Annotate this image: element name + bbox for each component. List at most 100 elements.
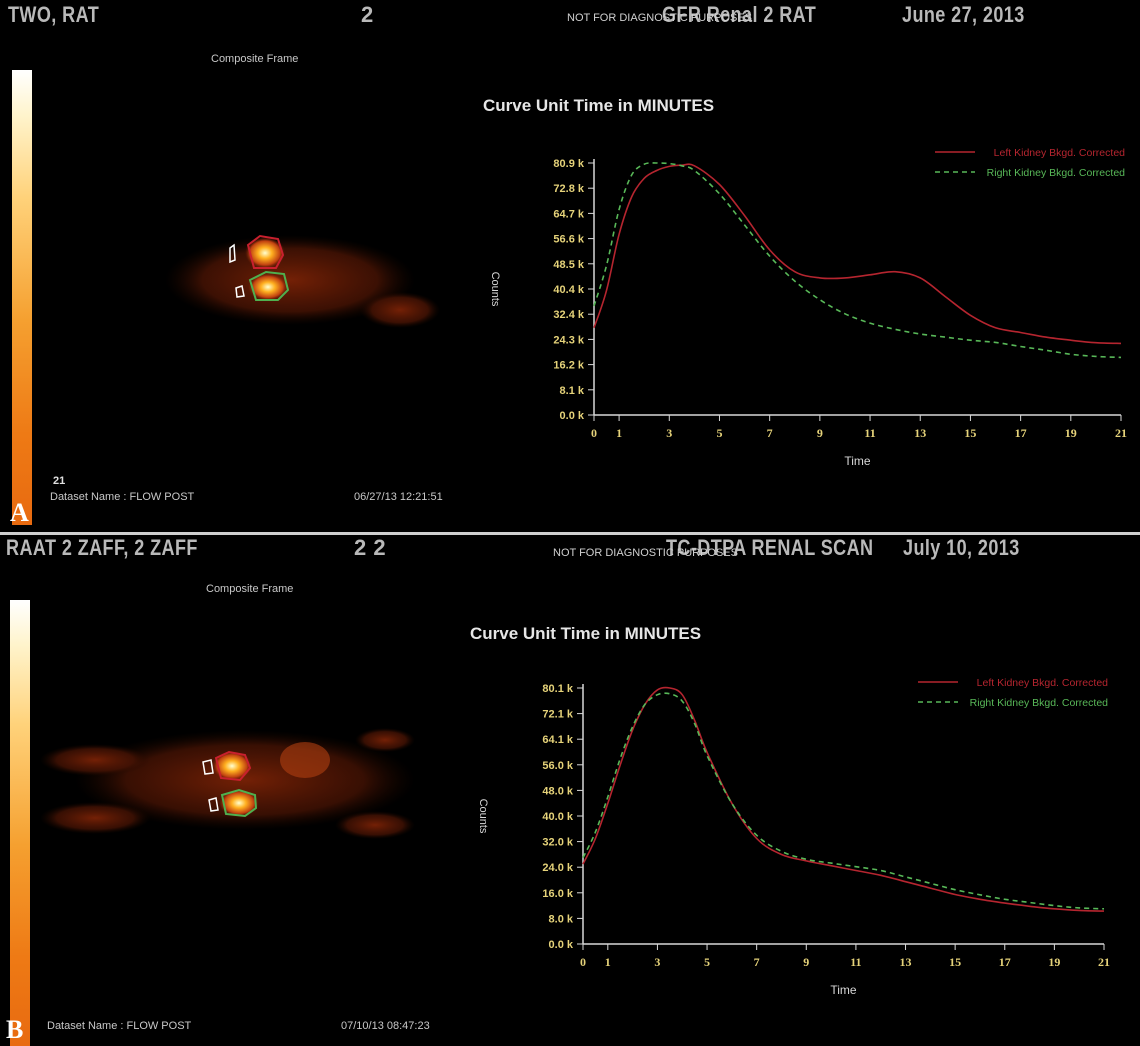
series-number: 2 xyxy=(361,2,374,27)
x-tick-label: 21 xyxy=(1115,426,1127,440)
y-tick-label: 8.1 k xyxy=(560,385,585,397)
y-tick-label: 64.1 k xyxy=(542,734,573,746)
legend-label: Left Kidney Bkgd. Corrected xyxy=(994,147,1125,159)
scan-image-b xyxy=(40,728,415,839)
acquisition-timestamp: 06/27/13 12:21:51 xyxy=(354,491,443,503)
x-tick-label: 9 xyxy=(803,955,809,969)
legend-label: Right Kidney Bkgd. Corrected xyxy=(970,697,1108,709)
series-left-kidney-line xyxy=(593,163,1122,345)
rat-limb-upper-right xyxy=(355,728,415,752)
x-tick-label: 11 xyxy=(850,955,861,969)
series-number: 2 2 xyxy=(354,535,387,560)
x-tick-label: 13 xyxy=(900,955,912,969)
rat-limb-lower-left xyxy=(40,802,150,834)
x-tick-label: 15 xyxy=(949,955,961,969)
panel-divider xyxy=(0,532,1140,535)
x-tick-label: 19 xyxy=(1048,955,1060,969)
y-tick-label: 32.4 k xyxy=(553,309,584,321)
y-tick-label: 16.2 k xyxy=(553,360,584,372)
background-roi-lower xyxy=(208,797,219,812)
x-tick-label: 0 xyxy=(580,955,586,969)
x-tick-label: 13 xyxy=(914,426,926,440)
y-tick-label: 0.0 k xyxy=(560,410,585,422)
right-kidney-roi xyxy=(248,270,290,301)
y-tick-label: 72.8 k xyxy=(553,183,584,195)
bladder-region xyxy=(280,742,330,778)
x-tick-label: 7 xyxy=(754,955,760,969)
composite-frame-label: Composite Frame xyxy=(211,53,299,65)
y-tick-label: 48.0 k xyxy=(542,785,573,797)
right-kidney-hotspot xyxy=(219,789,259,817)
study-name: GFR Renal 2 RAT xyxy=(662,2,817,27)
legend-label: Left Kidney Bkgd. Corrected xyxy=(977,677,1108,689)
rat-body xyxy=(75,730,415,830)
x-axis-label: Time xyxy=(844,454,871,468)
series-right-kidney-line xyxy=(582,692,1105,910)
x-tick-label: 17 xyxy=(1015,426,1027,440)
y-tick-label: 0.0 k xyxy=(549,939,574,951)
scan-image-a xyxy=(165,234,440,328)
background-roi-lower xyxy=(235,285,245,298)
x-tick-label: 11 xyxy=(864,426,875,440)
legend-label: Right Kidney Bkgd. Corrected xyxy=(987,167,1125,179)
x-tick-label: 17 xyxy=(999,955,1011,969)
y-axis-label: Counts xyxy=(489,272,501,307)
rat-body xyxy=(165,235,415,325)
patient-name: TWO, RAT xyxy=(8,2,100,27)
renogram-chart-a: 0.0 k 8.1 k 16.2 k 24.3 k 32.4 k 40.4 k 48.5 k… xyxy=(489,147,1127,468)
x-tick-label: 15 xyxy=(964,426,976,440)
y-tick-label: 64.7 k xyxy=(553,208,584,220)
study-name: TC-DTPA RENAL SCAN xyxy=(666,535,874,560)
not-for-diagnostic-notice: NOT FOR DIAGNOSTIC PURPOSES xyxy=(567,12,752,24)
series-left-kidney-line xyxy=(582,686,1105,912)
acquisition-timestamp: 07/10/13 08:47:23 xyxy=(341,1020,430,1032)
y-tick-label: 24.3 k xyxy=(553,334,584,346)
patient-name: RAAT 2 ZAFF, 2 ZAFF xyxy=(6,535,198,560)
x-tick-label: 19 xyxy=(1065,426,1077,440)
y-tick-label: 24.0 k xyxy=(542,862,573,874)
x-tick-label: 3 xyxy=(666,426,672,440)
y-tick-label: 72.1 k xyxy=(542,709,573,721)
y-tick-label: 16.0 k xyxy=(542,888,573,900)
panel-letter: A xyxy=(10,498,29,527)
x-tick-label: 21 xyxy=(1098,955,1110,969)
left-kidney-hotspot xyxy=(212,751,252,781)
dataset-name: Dataset Name : FLOW POST xyxy=(47,1020,192,1032)
composite-frame-label: Composite Frame xyxy=(206,583,294,595)
study-date: July 10, 2013 xyxy=(903,535,1020,560)
series-right-kidney-line xyxy=(593,162,1122,359)
y-tick-label: 56.0 k xyxy=(542,760,573,772)
x-tick-label: 1 xyxy=(616,426,622,440)
frame-number: 21 xyxy=(53,475,66,487)
rat-limb-lower-right xyxy=(335,811,415,839)
x-tick-label: 7 xyxy=(767,426,773,440)
y-tick-label: 80.1 k xyxy=(542,683,573,695)
x-tick-label: 0 xyxy=(591,426,597,440)
y-tick-label: 32.0 k xyxy=(542,837,573,849)
y-tick-label: 40.0 k xyxy=(542,811,573,823)
renogram-chart-b: 0.0 k 8.0 k 16.0 k 24.0 k 32.0 k 40.0 k 48.0 k… xyxy=(477,677,1110,997)
y-tick-label: 48.5 k xyxy=(553,259,584,271)
left-kidney-roi xyxy=(214,750,252,782)
not-for-diagnostic-notice: NOT FOR DIAGNOSTIC PURPOSES xyxy=(553,547,738,559)
y-axis-label: Counts xyxy=(477,799,489,834)
y-tick-label: 80.9 k xyxy=(553,158,584,170)
left-kidney-hotspot xyxy=(245,237,285,269)
panel-a: TWO, RAT 2 GFR Renal 2 RAT NOT FOR DIAGN… xyxy=(8,2,1127,527)
x-tick-label: 1 xyxy=(605,955,611,969)
y-tick-label: 8.0 k xyxy=(549,913,574,925)
x-axis-label: Time xyxy=(830,983,857,997)
y-tick-label: 56.6 k xyxy=(553,234,584,246)
background-roi-upper xyxy=(229,243,236,264)
chart-title: Curve Unit Time in MINUTES xyxy=(483,96,715,115)
x-tick-label: 3 xyxy=(654,955,660,969)
chart-title: Curve Unit Time in MINUTES xyxy=(470,624,702,643)
x-tick-label: 5 xyxy=(716,426,722,440)
x-tick-label: 5 xyxy=(704,955,710,969)
background-roi-upper xyxy=(202,759,214,775)
color-scale-bar xyxy=(10,600,30,1046)
panel-letter: B xyxy=(6,1015,24,1044)
rat-limb-upper-left xyxy=(40,744,150,776)
study-date: June 27, 2013 xyxy=(902,2,1025,27)
x-tick-label: 9 xyxy=(817,426,823,440)
